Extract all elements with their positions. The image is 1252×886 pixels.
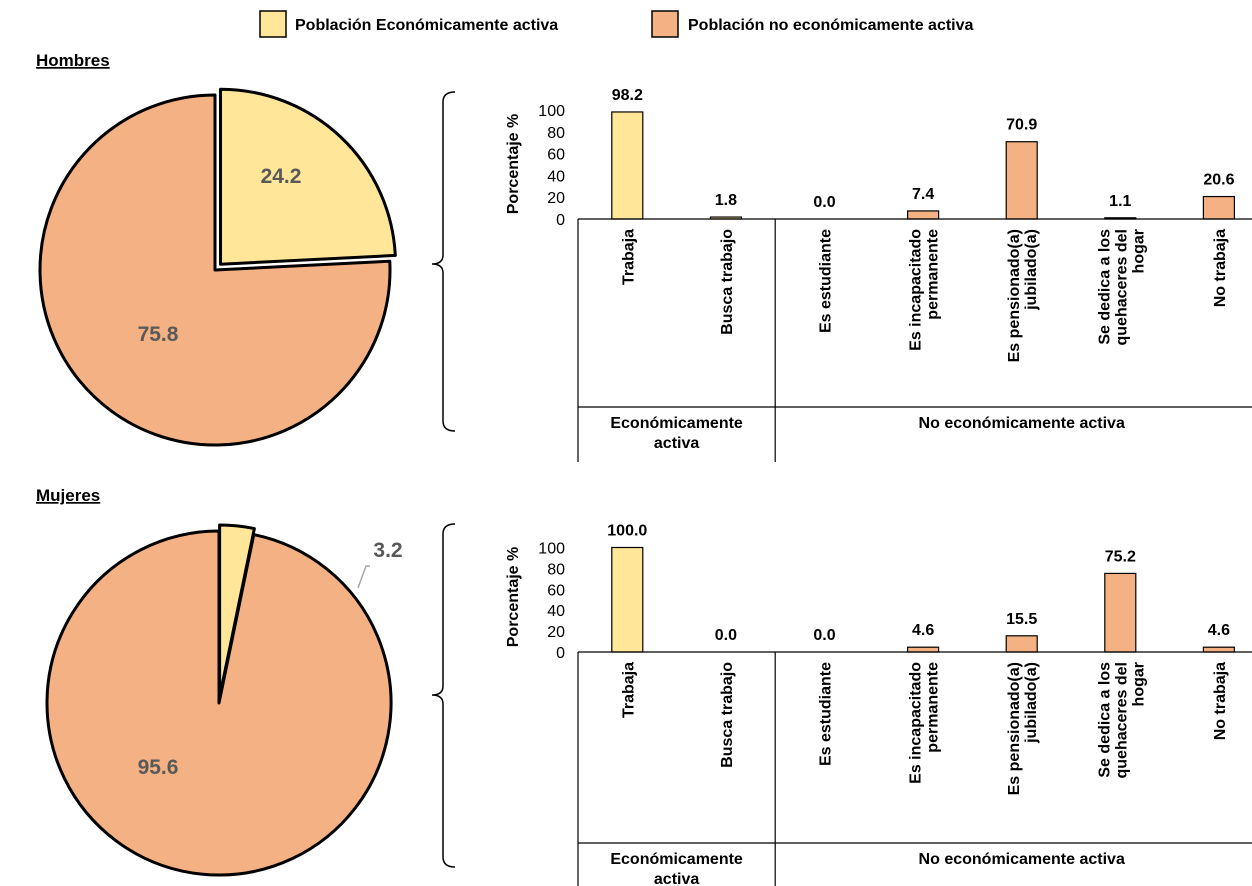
pie-slice-label: 95.6 — [138, 756, 179, 779]
group-label: Económicamente activa — [610, 851, 743, 886]
bar — [1202, 646, 1236, 653]
bar-value-label: 1.8 — [715, 192, 737, 209]
category-label: Es incapacitadopermanente — [908, 662, 942, 784]
category-label: Es estudiante — [818, 229, 835, 333]
bar — [906, 210, 940, 220]
y-tick-label: 100 — [538, 103, 565, 120]
category-label: Busca trabajo — [719, 662, 736, 768]
y-axis-label: Porcentaje % — [505, 114, 522, 214]
legend-label-inactive: Población no económicamente activa — [688, 17, 974, 34]
bar-value-label: 4.6 — [1208, 622, 1230, 639]
bar — [1005, 635, 1038, 653]
category-label: No trabaja — [1212, 662, 1229, 740]
bar-value-label: 4.6 — [912, 622, 934, 639]
category-label: No trabaja — [1212, 229, 1229, 307]
category-label: Es pensionado(a)jubilado(a) — [1006, 229, 1040, 362]
group-label: No económicamente activa — [919, 415, 1125, 432]
pie-slice-label: 24.2 — [261, 165, 302, 188]
bar — [611, 111, 644, 220]
bar-value-label: 75.2 — [1105, 548, 1136, 565]
bracket-hombres — [431, 91, 456, 432]
bar — [611, 546, 644, 653]
panel-heading-hombres: Hombres — [36, 51, 110, 70]
bar-chart-hombres: 0 20 40 60 80 100 Porcentaje % 98.2 1.8 0.0 7.4 70.… — [505, 87, 1252, 462]
category-label: Es incapacitadopermanente — [908, 229, 942, 351]
y-tick-label: 0 — [556, 212, 565, 229]
y-axis-label: Porcentaje % — [505, 547, 522, 647]
y-tick-label: 40 — [547, 603, 565, 620]
legend-swatch-active — [259, 10, 287, 38]
category-label: Es pensionado(a)jubilado(a) — [1006, 662, 1040, 795]
group-label: Económicamente activa — [610, 415, 743, 452]
bar-value-label: 100.0 — [607, 523, 647, 540]
y-tick-label: 100 — [538, 541, 565, 558]
bar-value-label: 15.5 — [1006, 611, 1037, 628]
bar-value-label: 70.9 — [1006, 117, 1037, 134]
y-tick-label: 80 — [547, 125, 565, 142]
pie-slice-label: 75.8 — [138, 323, 179, 346]
pie-slice — [38, 93, 392, 447]
bar-value-label: 0.0 — [813, 627, 835, 644]
y-tick-label: 20 — [547, 624, 565, 641]
legend-label-active: Población Económicamente activa — [295, 17, 558, 34]
group-label: No económicamente activa — [919, 851, 1125, 868]
bar-value-label: 0.0 — [813, 194, 835, 211]
pie-slice-label: 3.2 — [373, 539, 402, 562]
bar-value-label: 1.1 — [1109, 193, 1131, 210]
bar — [1202, 195, 1236, 220]
y-tick-label: 20 — [547, 190, 565, 207]
bar-value-label: 7.4 — [912, 186, 934, 203]
category-label: Se dedica a losquehaceres delhogar — [1096, 662, 1147, 779]
bar — [1005, 141, 1038, 220]
legend: Población Económicamente activa Població… — [259, 10, 974, 38]
category-label: Es estudiante — [818, 662, 835, 766]
y-tick-label: 60 — [547, 147, 565, 164]
category-label: Busca trabajo — [719, 229, 736, 335]
bar — [1104, 572, 1137, 653]
bar — [906, 646, 940, 653]
bar-value-label: 20.6 — [1203, 172, 1234, 189]
category-label: Trabaja — [620, 662, 637, 718]
pie-chart-hombres: 24.2 75.8 — [38, 87, 397, 447]
category-label: Trabaja — [620, 229, 637, 285]
category-label: Se dedica a losquehaceres delhogar — [1096, 229, 1147, 346]
y-tick-label: 60 — [547, 582, 565, 599]
pie-slice — [219, 87, 397, 266]
pie-chart-mujeres: 3.2 95.6 — [45, 523, 403, 877]
pie-leader-line — [357, 565, 370, 589]
bar-value-label: 0.0 — [715, 627, 737, 644]
panel-heading-mujeres: Mujeres — [36, 486, 100, 505]
bar-chart-mujeres: 0 20 40 60 80 100 Porcentaje % 100.0 0.0 0.0 4.6 15… — [505, 523, 1252, 886]
pie-slice — [45, 529, 393, 877]
bracket-mujeres — [431, 523, 456, 868]
legend-swatch-inactive — [651, 10, 679, 38]
y-tick-label: 0 — [556, 645, 565, 662]
y-tick-label: 80 — [547, 561, 565, 578]
y-tick-label: 40 — [547, 168, 565, 185]
bar-value-label: 98.2 — [612, 87, 643, 104]
